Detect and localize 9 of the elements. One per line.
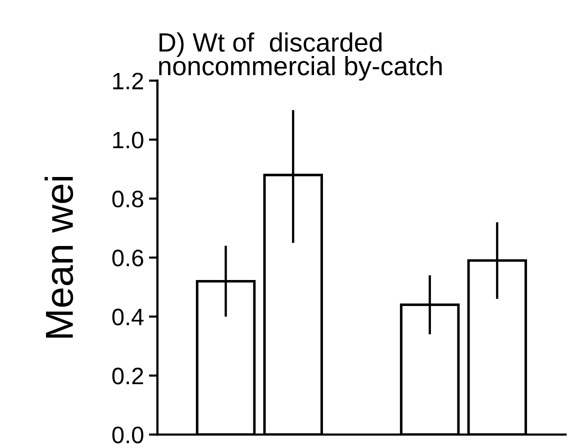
y-tick-label: 0.8	[112, 190, 144, 208]
chart-title: D) Wt of discarded noncommercial by-catch	[159, 32, 442, 81]
y-tick-label: 0.6	[112, 250, 144, 266]
y-tick-label: 1.2	[113, 72, 144, 90]
y-tick-label: 0.4	[112, 308, 144, 326]
y-tick-label: 0.2	[112, 368, 144, 384]
y-tick-label: 0.0	[112, 426, 144, 444]
y-tick-label: 1.0	[113, 132, 144, 148]
y-axis-title: Mean wei	[44, 176, 74, 338]
